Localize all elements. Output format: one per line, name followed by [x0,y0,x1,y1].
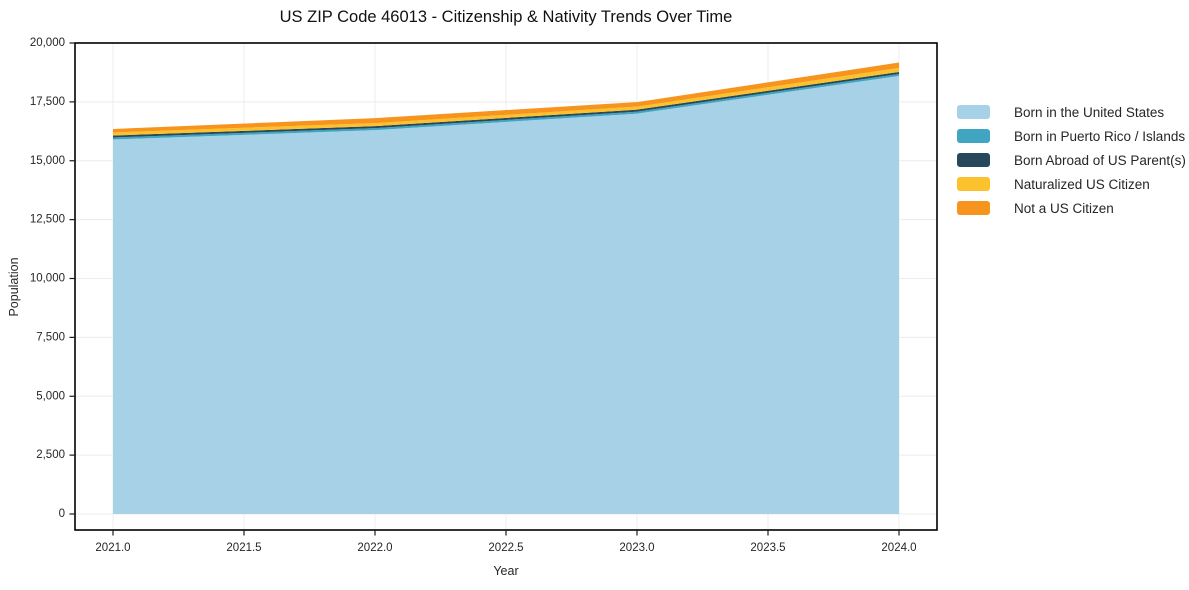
y-tick-label: 12,500 [30,214,65,226]
x-tick-label: 2023.5 [750,542,785,554]
legend-item-not-a-us-citizen: Not a US Citizen [957,196,1186,220]
y-tick-label: 5,000 [36,390,65,402]
legend-swatch [957,105,990,119]
legend-label: Born Abroad of US Parent(s) [1014,152,1186,168]
legend-label: Born in the United States [1014,104,1165,120]
legend-swatch [957,129,990,143]
chart-title: US ZIP Code 46013 - Citizenship & Nativi… [279,8,733,26]
y-tick-label: 0 [59,508,65,520]
x-tick-label: 2022.5 [488,542,523,554]
y-tick-label: 7,500 [36,331,65,343]
y-tick-label: 17,500 [30,96,65,108]
y-tick-label: 10,000 [30,273,65,285]
legend-label: Born in Puerto Rico / Islands [1014,128,1186,144]
legend-swatch [957,177,990,191]
legend-item-naturalized-us-citizen: Naturalized US Citizen [957,172,1186,196]
x-tick-label: 2024.0 [881,542,916,554]
x-axis-label: Year [493,564,519,578]
legend-item-born-in-the-united-states: Born in the United States [957,100,1186,124]
legend-label: Naturalized US Citizen [1014,176,1150,192]
x-tick-label: 2023.0 [619,542,654,554]
y-axis-label: Population [7,257,21,317]
x-tick-label: 2021.0 [95,542,130,554]
legend-item-born-in-puerto-rico-islands: Born in Puerto Rico / Islands [957,124,1186,148]
legend: Born in the United States Born in Puerto … [957,100,1186,220]
legend-item-born-abroad-of-us-parent-s: Born Abroad of US Parent(s) [957,148,1186,172]
y-tick-label: 2,500 [36,449,65,461]
y-tick-label: 15,000 [30,155,65,167]
legend-swatch [957,153,990,167]
x-tick-label: 2022.0 [357,542,392,554]
legend-label: Not a US Citizen [1014,200,1114,216]
legend-swatch [957,201,990,215]
area-series-born-in-the-united-states [113,75,899,514]
y-tick-label: 20,000 [30,37,65,49]
x-tick-label: 2021.5 [226,542,261,554]
